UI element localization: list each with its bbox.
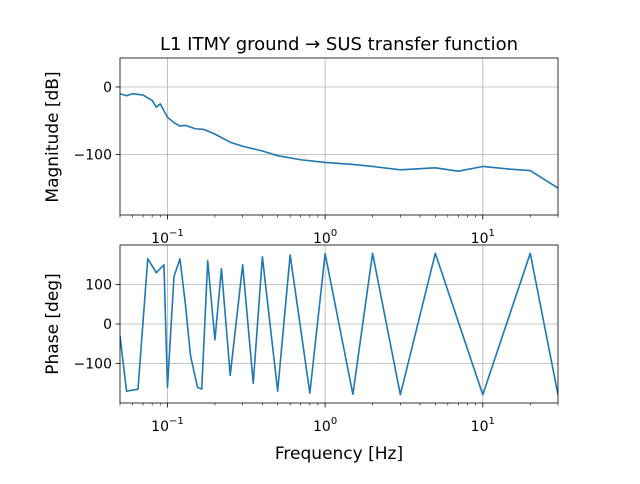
x-tick-label-exponent: 0 bbox=[331, 228, 337, 239]
x-tick-label-base: 10 bbox=[151, 231, 169, 247]
x-tick-label: 100 bbox=[313, 416, 337, 435]
y-tick-label: 100 bbox=[85, 278, 112, 294]
x-tick-label-exponent: 1 bbox=[489, 228, 495, 239]
x-tick-label: 101 bbox=[471, 228, 495, 247]
x-tick-label-base: 10 bbox=[313, 231, 331, 247]
x-tick-label-base: 10 bbox=[471, 231, 489, 247]
x-tick-label: 100 bbox=[313, 228, 337, 247]
x-tick-label-base: 10 bbox=[151, 419, 169, 435]
axes-frame bbox=[119, 244, 559, 404]
frequency-axis-label: Frequency [Hz] bbox=[275, 444, 403, 464]
x-tick-label-base: 10 bbox=[313, 419, 331, 435]
x-tick-label-base: 10 bbox=[471, 419, 489, 435]
y-tick-label: 0 bbox=[103, 317, 112, 333]
x-tick-label-exponent: 0 bbox=[331, 416, 337, 427]
y-tick-label: −100 bbox=[74, 147, 112, 163]
axes-frame bbox=[119, 57, 559, 216]
chart-title: L1 ITMY ground → SUS transfer function bbox=[160, 34, 518, 55]
x-tick-label-exponent: 1 bbox=[489, 416, 495, 427]
x-tick-label-exponent: −1 bbox=[169, 416, 184, 427]
y-tick-label: −100 bbox=[74, 357, 112, 373]
phase-axis-label: Phase [deg] bbox=[43, 273, 63, 374]
magnitude-axis-label: Magnitude [dB] bbox=[43, 71, 63, 202]
series-line bbox=[120, 252, 558, 396]
y-tick-label: 0 bbox=[103, 80, 112, 96]
x-tick-label: 101 bbox=[471, 416, 495, 435]
x-tick-label-exponent: −1 bbox=[169, 228, 184, 239]
series-line bbox=[120, 92, 558, 189]
x-tick-label: 10−1 bbox=[151, 228, 184, 247]
x-tick-label: 10−1 bbox=[151, 416, 184, 435]
